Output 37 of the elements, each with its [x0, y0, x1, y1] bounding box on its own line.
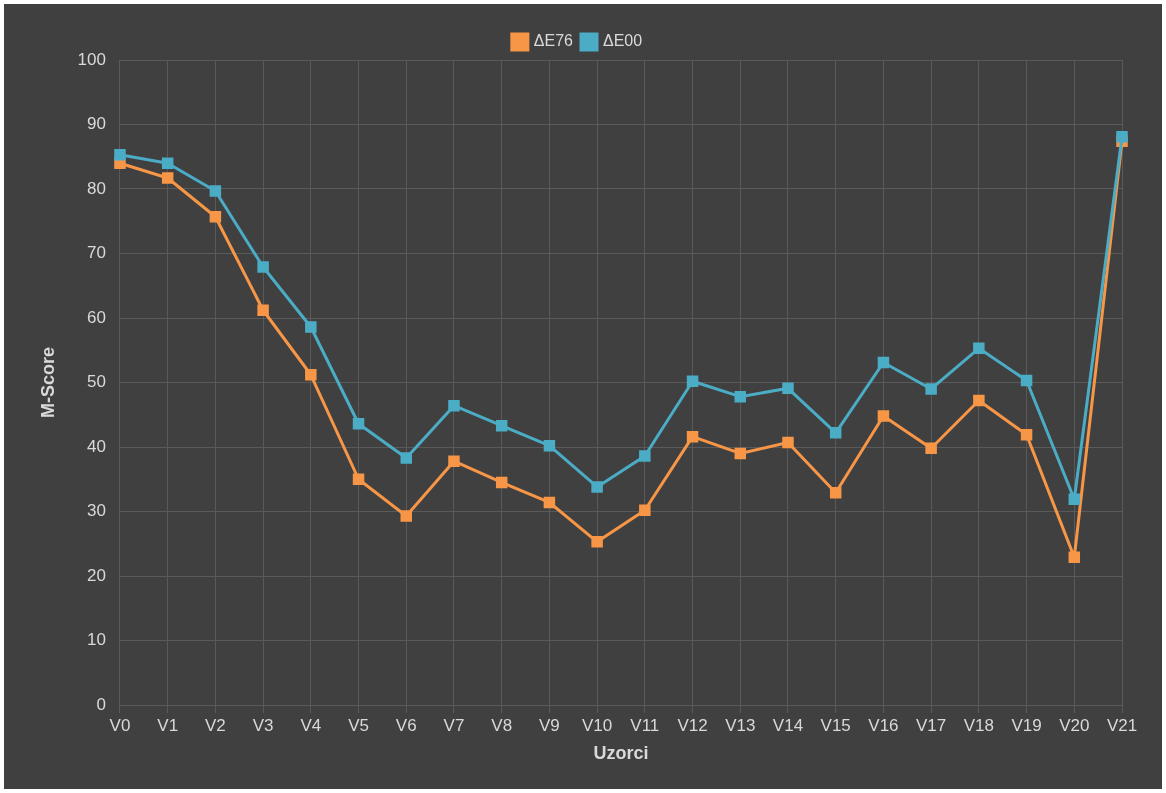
y-tick-label: 100 [77, 49, 106, 69]
x-axis-title: Uzorci [593, 743, 649, 764]
x-tick-label: V6 [395, 715, 417, 735]
y-tick-label: 10 [87, 630, 106, 650]
y-tick-label: 60 [87, 307, 106, 327]
x-tick-label: V8 [491, 715, 513, 735]
x-tick-label: V15 [820, 715, 851, 735]
x-tick-label: V5 [348, 715, 369, 735]
x-tick-label: V11 [630, 715, 660, 735]
x-tick-label: V20 [1059, 715, 1090, 735]
x-tick-label: V17 [916, 715, 947, 735]
y-tick-label: 80 [87, 178, 106, 198]
x-tick-label: V12 [677, 715, 708, 735]
x-tick-label: V2 [205, 715, 226, 735]
x-tick-label: V21 [1106, 715, 1138, 735]
y-tick-label: 40 [87, 436, 106, 456]
x-tick-label: V16 [868, 715, 899, 735]
x-tick-label: V7 [443, 715, 465, 735]
x-tick-label: V1 [157, 715, 179, 735]
y-tick-label: 90 [87, 114, 106, 134]
x-tick-label: V3 [252, 715, 274, 735]
y-tick-label: 0 [96, 694, 106, 714]
y-tick-label: 50 [87, 372, 106, 392]
y-tick-label: 70 [87, 243, 106, 263]
x-tick-label: V18 [963, 715, 994, 735]
x-tick-label: V19 [1011, 715, 1042, 735]
y-axis-title: M-Score [37, 346, 58, 419]
x-tick-label: V10 [582, 715, 613, 735]
legend-label: ΔE00 [603, 32, 643, 50]
x-tick-label: V4 [300, 715, 322, 735]
x-tick-label: V0 [109, 715, 131, 735]
x-tick-label: V13 [725, 715, 756, 735]
y-tick-label: 30 [87, 501, 106, 521]
x-tick-label: V14 [772, 715, 804, 735]
legend-label: ΔE76 [533, 32, 574, 50]
x-tick-label: V9 [539, 715, 560, 735]
y-tick-label: 20 [87, 565, 106, 585]
